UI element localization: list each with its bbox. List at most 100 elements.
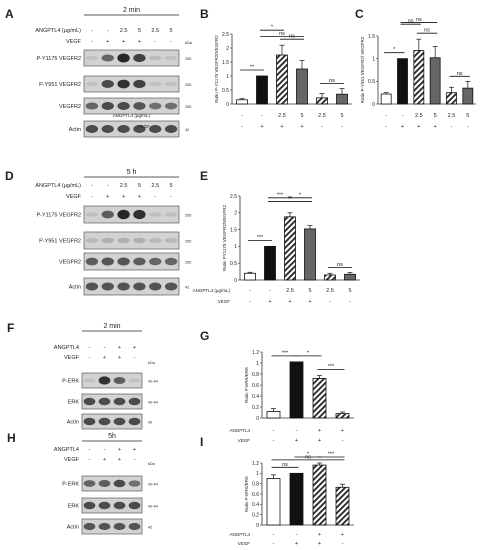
molecular-weight-label: 42-44 [148, 380, 158, 384]
blot-band [164, 257, 178, 266]
angptl4-lane-value: - [107, 28, 109, 34]
condition-value: + [341, 532, 344, 538]
blot-band [133, 102, 146, 110]
blot-membrane [83, 75, 180, 93]
blot-band [149, 212, 162, 217]
angptl4-row-label: ANGPTL4 [54, 447, 79, 453]
angptl4-row-label: ANGPTL4 (µg/mL) [35, 183, 81, 189]
bar [289, 361, 304, 419]
bar [316, 97, 328, 105]
y-tick-label: 2 [226, 46, 229, 52]
y-tick-label: 1 [256, 471, 259, 477]
vegf-lane-value: + [118, 457, 121, 463]
time-label: 5h [108, 433, 116, 440]
blot-band [113, 377, 126, 384]
significance-label: ns [457, 71, 463, 77]
blot-band [117, 125, 130, 133]
significance-label: ns [279, 31, 285, 37]
y-tick-label: 0.2 [252, 512, 259, 518]
condition-value: - [385, 124, 387, 130]
bar [324, 274, 336, 281]
condition-value: + [318, 532, 321, 538]
condition-value: - [241, 113, 243, 119]
condition-value: - [402, 113, 404, 119]
y-tick-label: 1 [256, 361, 259, 367]
blot-band [133, 209, 146, 220]
y-tick-label: 1.5 [222, 60, 229, 66]
blot-band [83, 417, 96, 426]
blot-band [164, 212, 178, 217]
blot-band [149, 257, 162, 266]
molecular-weight-label: 250 [185, 83, 191, 87]
vegf-lane-value: - [170, 39, 172, 45]
blot-band [101, 282, 114, 291]
panel-letter: A [5, 7, 14, 21]
blot-band [128, 378, 141, 383]
blot-band [98, 397, 111, 406]
y-tick-label: 0.6 [252, 492, 259, 498]
significance-label: *** [282, 350, 289, 356]
condition-value: + [268, 299, 271, 305]
vegf-row-label: VEGF [64, 355, 80, 361]
blot-band [98, 501, 111, 510]
condition-value: + [300, 124, 303, 130]
condition-value: 5 [340, 113, 343, 119]
condition-value: - [273, 532, 275, 538]
condition-value: + [295, 541, 298, 547]
condition-value: - [273, 428, 275, 434]
blot-membrane [83, 205, 180, 224]
y-tick-label: 0.8 [252, 372, 259, 378]
blot-band [113, 417, 126, 426]
vegf-lane-value: - [89, 355, 91, 361]
blot-band [128, 522, 141, 531]
y-tick-label: 0.5 [222, 88, 229, 94]
blot-band [101, 257, 114, 266]
y-axis-label: Ratio P-ERK/ERK [244, 476, 249, 512]
y-tick-label: 0 [234, 278, 237, 284]
condition-value: 5 [308, 288, 311, 294]
angptl4-lane-value: 2.5 [120, 28, 128, 34]
blot-band [128, 480, 141, 487]
condition-value: - [261, 113, 263, 119]
vegf-lane-value: - [91, 194, 93, 200]
blot-band [98, 417, 111, 426]
blot-membrane [83, 252, 180, 271]
condition-value: - [296, 428, 298, 434]
kda-label: kDa [185, 41, 193, 45]
significance-label: * [299, 192, 302, 198]
condition-row-label: ANGPTL4 (µg/mL) [193, 288, 231, 293]
bar [344, 273, 356, 281]
y-tick-label: 1 [234, 244, 237, 250]
significance-label: ns [424, 28, 430, 34]
significance-label: * [393, 47, 396, 53]
condition-value: 5 [466, 113, 469, 119]
blot-row-label: Actin [69, 285, 81, 291]
blot-band [117, 209, 130, 220]
blot-row-label: P-Y1175 VEGFR2 [36, 213, 81, 219]
blot-band [164, 55, 178, 61]
blot-row-label: P-Y1175 VEGFR2 [36, 56, 81, 62]
vegf-lane-value: + [106, 194, 109, 200]
blot-band [113, 522, 126, 531]
blot-band [83, 480, 96, 487]
bar [335, 413, 350, 419]
molecular-weight-label: 250 [185, 240, 191, 244]
condition-value: - [342, 541, 344, 547]
angptl4-lane-value: 5 [170, 183, 173, 189]
y-tick-label: 1.2 [252, 461, 259, 467]
blot-panel-h: H 5h ANGPTL4 VEGF - - + + - + + - kDa P-ERK 42-44 ERK 42… [7, 431, 158, 535]
molecular-weight-label: 250 [185, 261, 191, 265]
angptl4-lane-value: 2.5 [151, 183, 159, 189]
condition-value: - [273, 438, 275, 444]
significance-label: ** [250, 65, 255, 71]
blot-band [101, 80, 114, 88]
angptl4-lane-value: - [104, 345, 106, 351]
y-tick-label: 2.5 [222, 32, 229, 38]
vegf-lane-value: + [138, 39, 141, 45]
blot-band [85, 257, 99, 266]
vegf-lane-value: + [122, 194, 125, 200]
blot-band [133, 53, 146, 63]
condition-value: - [349, 299, 351, 305]
